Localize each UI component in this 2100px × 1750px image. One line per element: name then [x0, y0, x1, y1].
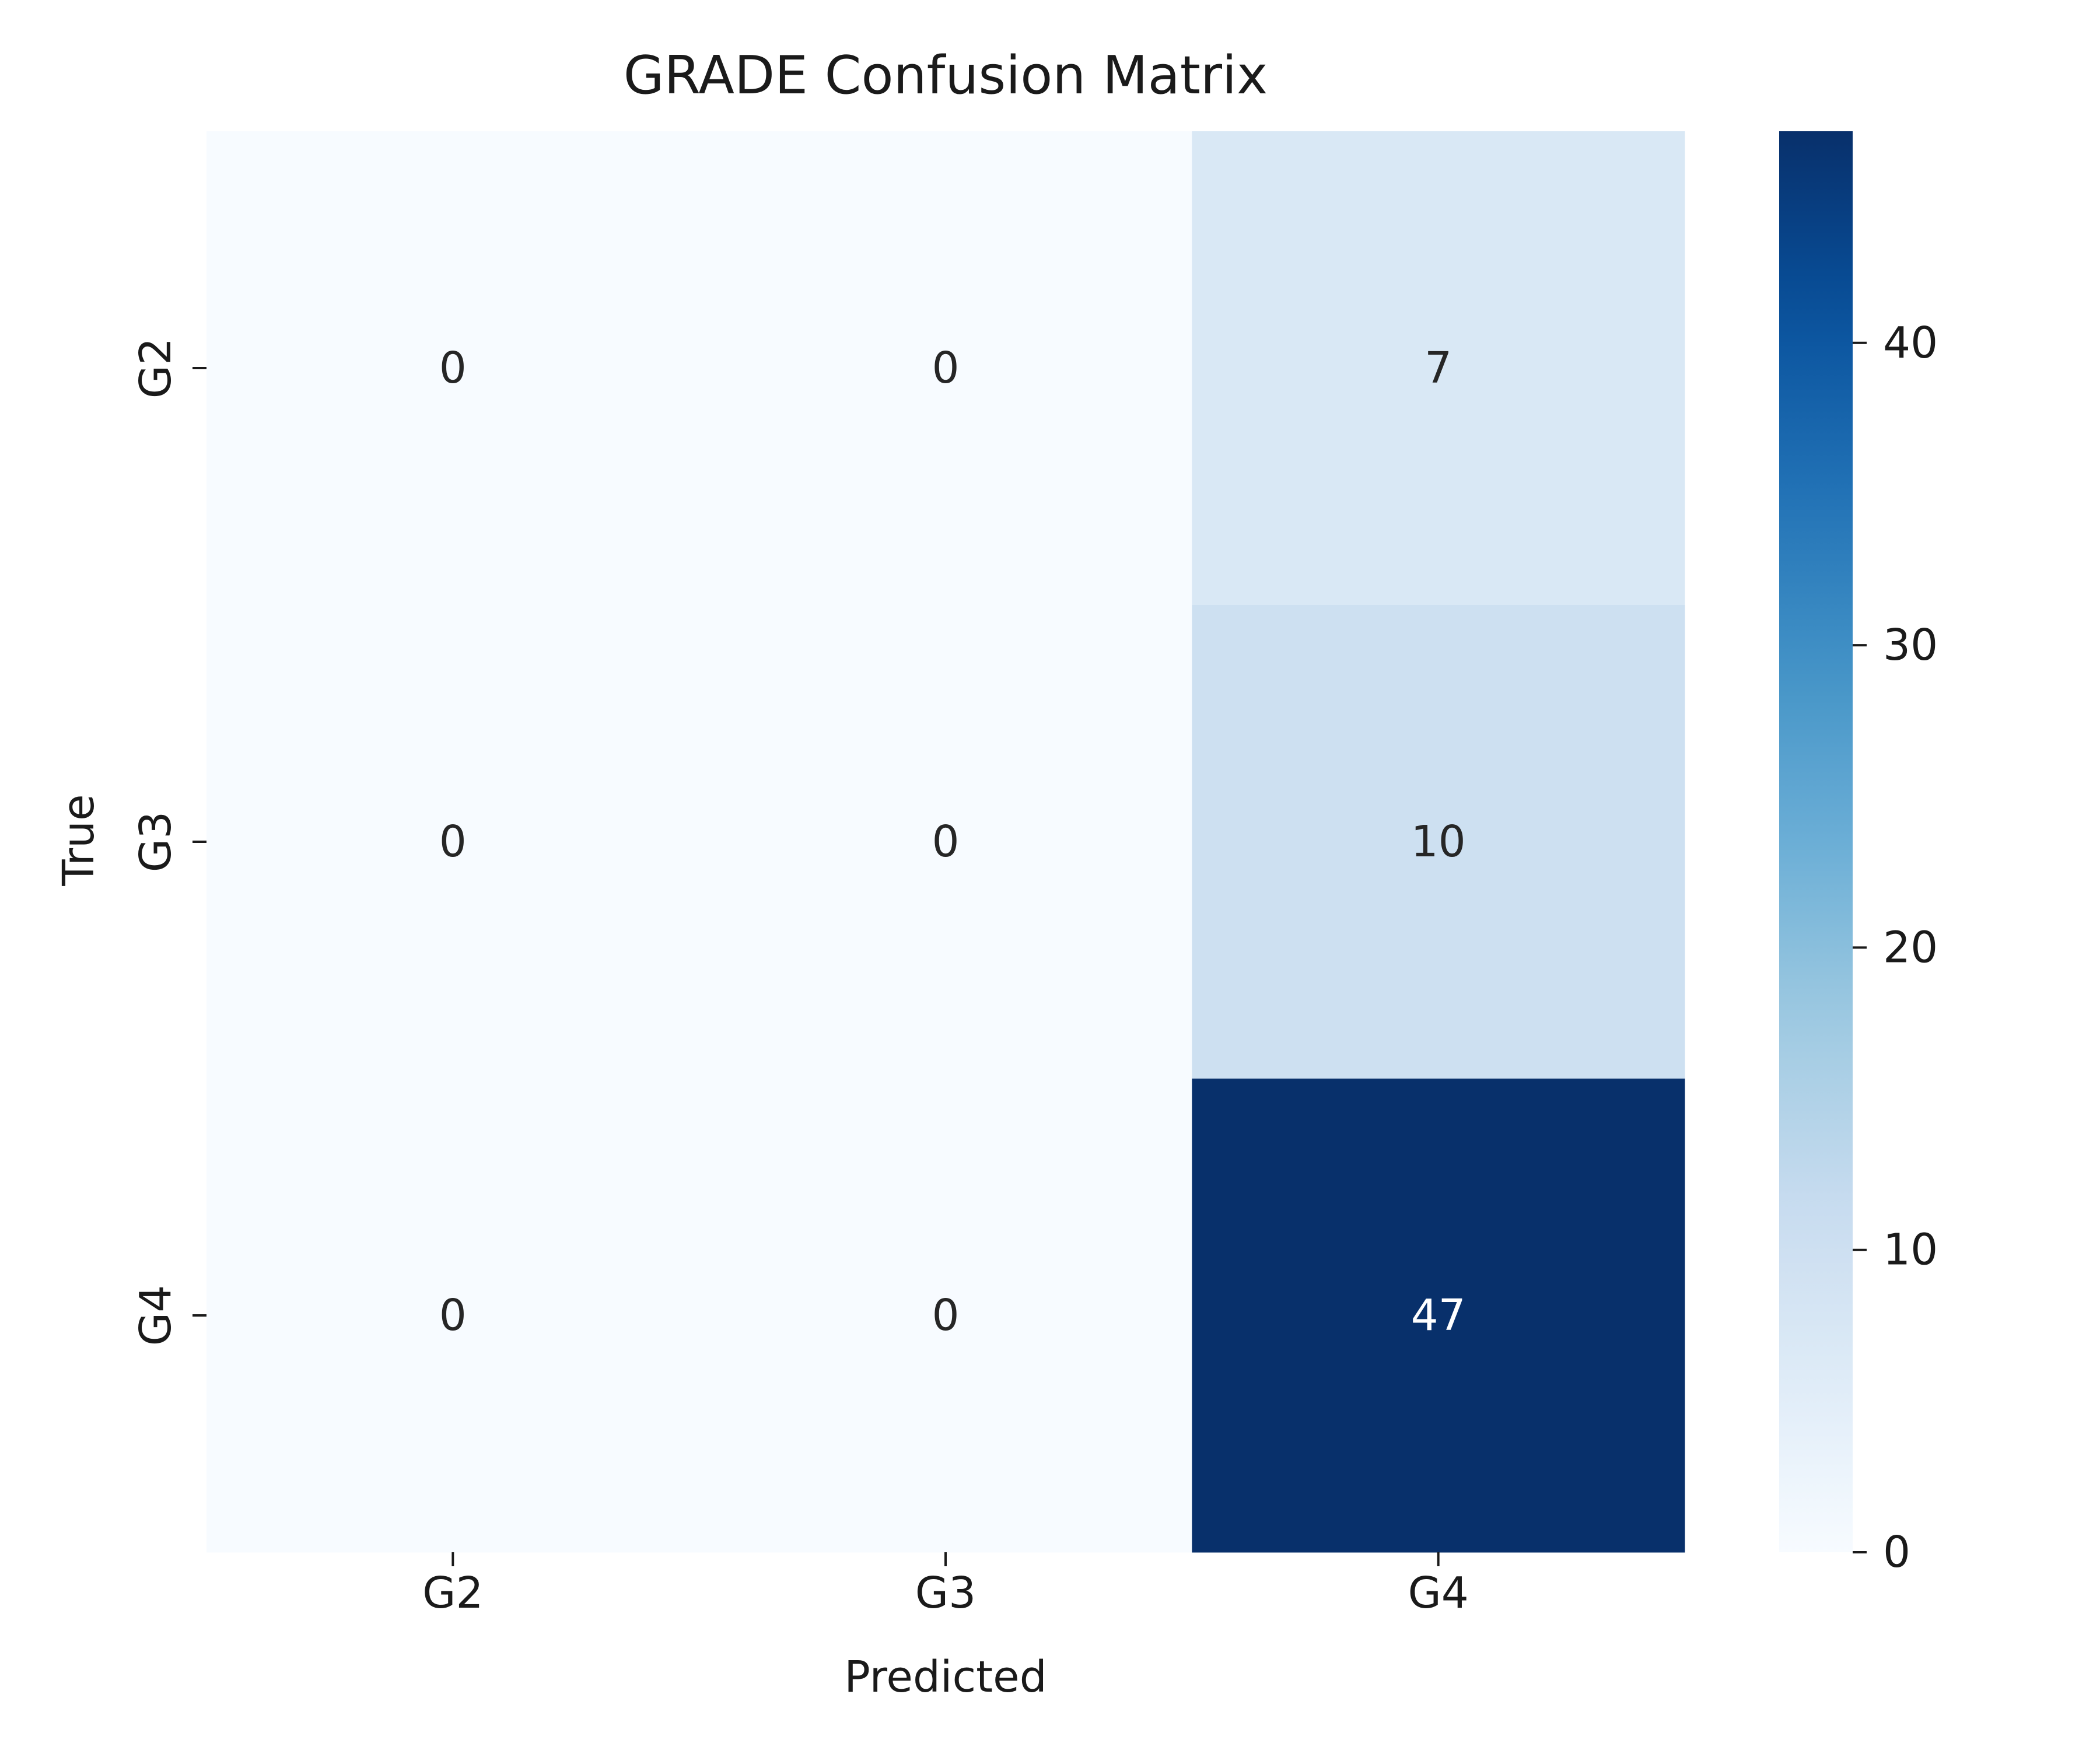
cell-value-G3-G2: 0 — [439, 817, 467, 867]
x-tick-label-G2: G2 — [422, 1568, 483, 1618]
colorbar-tick-label-40: 40 — [1883, 318, 1938, 368]
colorbar-tick-label-30: 30 — [1883, 620, 1938, 670]
heatmap-cell-G2-G2 — [206, 131, 700, 606]
y-axis-label: True — [54, 794, 104, 886]
heatmap-cell-G4-G2 — [206, 1079, 700, 1553]
cell-value-G2-G4: 7 — [1424, 343, 1452, 393]
cell-value-G3-G3: 0 — [932, 817, 959, 867]
cell-value-G4-G2: 0 — [439, 1290, 467, 1340]
y-tick-label-G4: G4 — [131, 1285, 181, 1346]
x-axis-ticks: G2 G3 G4 — [422, 1552, 1469, 1618]
y-tick-label-G2: G2 — [131, 338, 181, 398]
heatmap-cell-G3-G4 — [1192, 605, 1685, 1079]
x-tick-label-G4: G4 — [1408, 1568, 1468, 1618]
y-tick-label-G3: G3 — [131, 811, 181, 872]
colorbar-tick-label-20: 20 — [1883, 922, 1938, 972]
x-axis-label: Predicted — [844, 1652, 1046, 1702]
cell-value-G4-G3: 0 — [932, 1290, 959, 1340]
colorbar-tick-label-10: 10 — [1883, 1225, 1938, 1275]
x-tick-label-G3: G3 — [915, 1568, 976, 1618]
cell-value-G4-G4: 47 — [1411, 1290, 1466, 1340]
heatmap-cell-G4-G3 — [699, 1079, 1192, 1553]
colorbar-tick-label-0: 0 — [1883, 1527, 1910, 1577]
heatmap-cell-G2-G4 — [1192, 131, 1685, 606]
heatmap-cell-G4-G4 — [1192, 1079, 1685, 1553]
colorbar-ticks: 0 10 20 30 40 — [1853, 318, 1938, 1577]
heatmap-cell-G3-G3 — [699, 605, 1192, 1079]
heatmap-cell-G3-G2 — [206, 605, 700, 1079]
cell-value-G3-G4: 10 — [1411, 817, 1466, 867]
y-axis-ticks: G2 G3 G4 — [131, 338, 206, 1346]
chart-title: GRADE Confusion Matrix — [624, 45, 1268, 106]
cell-annotations: 0 0 7 0 0 10 0 0 47 — [439, 343, 1466, 1340]
heatmap-cell-G2-G3 — [699, 131, 1192, 606]
colorbar — [1779, 131, 1853, 1552]
heatmap-cells — [206, 131, 1685, 1553]
cell-value-G2-G3: 0 — [932, 343, 959, 393]
cell-value-G2-G2: 0 — [439, 343, 467, 393]
